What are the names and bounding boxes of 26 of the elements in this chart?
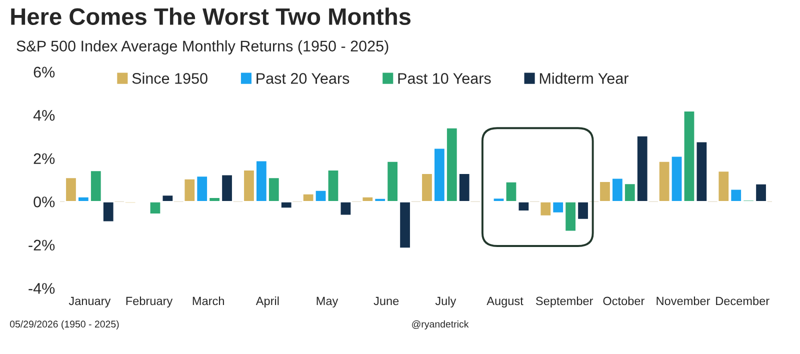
- x-tick-label: July: [435, 296, 456, 308]
- chart-subtitle: S&P 500 Index Average Monthly Returns (1950 - 2025): [16, 40, 388, 54]
- y-tick-label: 6%: [34, 66, 55, 78]
- x-tick-label: February: [126, 296, 173, 308]
- y-tick-label: 2%: [34, 153, 55, 164]
- legend-label: Past 20 Years: [256, 73, 350, 84]
- legend-label: Past 10 Years: [398, 73, 491, 84]
- text: 05/29/2026 (1950 - 2025): [10, 320, 119, 330]
- x-tick-label: June: [374, 296, 399, 306]
- chart-title: Here Comes The Worst Two Months: [11, 8, 411, 26]
- x-tick-label: December: [716, 296, 770, 306]
- x-tick-label: May: [316, 296, 338, 308]
- y-tick-label: 4%: [33, 110, 55, 121]
- text: @ryandetrick: [412, 320, 469, 330]
- x-tick-label: April: [256, 296, 279, 308]
- y-tick-label: -4%: [28, 283, 55, 294]
- x-tick-label: October: [603, 296, 644, 306]
- y-tick-label: -2%: [28, 240, 55, 251]
- x-tick-label: August: [486, 296, 524, 308]
- x-tick-label: November: [656, 296, 710, 306]
- x-tick-label: January: [68, 296, 111, 308]
- x-tick-label: March: [192, 296, 224, 306]
- legend-label: Since 1950: [132, 72, 208, 84]
- x-tick-label: September: [536, 296, 594, 308]
- y-tick-label: 0%: [34, 196, 55, 208]
- legend-label: Midterm Year: [540, 72, 628, 84]
